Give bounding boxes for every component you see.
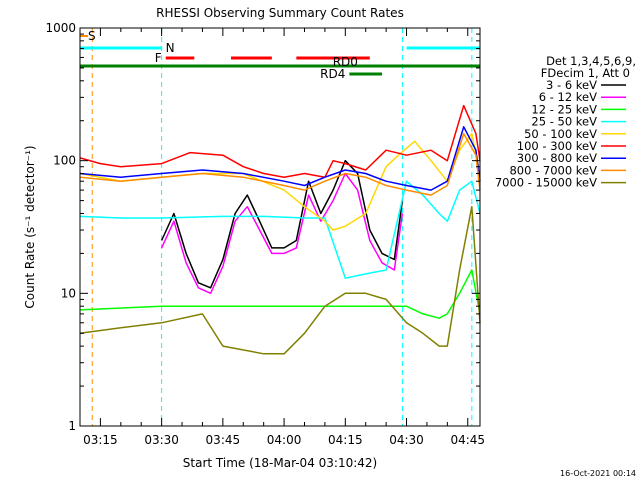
legend-label: 3 - 6 keV	[546, 78, 597, 92]
x-tick-label: 04:15	[328, 433, 363, 447]
series-line	[79, 132, 481, 231]
legend-label: 12 - 25 keV	[531, 102, 597, 116]
x-tick-label: 03:30	[144, 433, 179, 447]
y-tick-label: 1000	[45, 21, 76, 35]
y-tick-label: 1	[68, 419, 76, 433]
flag-label-f: F	[155, 51, 162, 65]
series-line	[79, 132, 481, 196]
x-tick-label: 04:30	[389, 433, 424, 447]
x-tick-label: 03:15	[83, 433, 118, 447]
legend-label: 300 - 800 keV	[517, 151, 597, 165]
flag-label-rd0: RD0	[333, 55, 358, 69]
flag-label-rd4: RD4	[320, 67, 345, 81]
legend: Det 1,3,4,5,6,9, FDecim 1, Att 0 3 - 6 k…	[495, 54, 636, 190]
series-line	[79, 269, 481, 319]
axes: 03:15 03:30 03:45 04:00 04:15 04:30 04:45 1 10 10…	[45, 21, 485, 447]
legend-header-line1: Det 1,3,4,5,6,9,	[546, 54, 636, 68]
y-tick-label: 100	[53, 154, 76, 168]
series-lines	[79, 104, 481, 355]
series-line	[79, 104, 481, 178]
series-line	[79, 126, 481, 191]
legend-label: 25 - 50 keV	[531, 115, 597, 129]
x-tick-label: 04:45	[450, 433, 485, 447]
legend-label: 100 - 300 keV	[517, 139, 597, 153]
vertical-markers	[91, 28, 473, 426]
x-axis-label: Start Time (18-Mar-04 03:10:42)	[183, 456, 377, 470]
chart-title: RHESSI Observing Summary Count Rates	[156, 6, 404, 20]
legend-header-line2: FDecim 1, Att 0	[541, 66, 630, 80]
legend-label: 50 - 100 keV	[524, 127, 597, 141]
x-tick-label: 04:00	[267, 433, 302, 447]
legend-label: 800 - 7000 keV	[509, 163, 597, 177]
series-line	[79, 180, 481, 279]
flag-label-s: S	[88, 29, 96, 43]
flag-label-n: N	[166, 41, 175, 55]
footer-date: 16-Oct-2021 00:14	[560, 469, 636, 478]
legend-label: 7000 - 15000 keV	[495, 176, 597, 190]
series-line	[160, 172, 404, 295]
y-axis-label: Count Rate (s⁻¹ detector⁻¹)	[23, 145, 37, 308]
legend-label: 6 - 12 keV	[539, 90, 597, 104]
y-tick-label: 10	[61, 286, 76, 300]
series-line	[79, 205, 481, 355]
plot-frame	[79, 27, 481, 427]
series-line	[160, 159, 404, 289]
x-tick-label: 03:45	[206, 433, 241, 447]
